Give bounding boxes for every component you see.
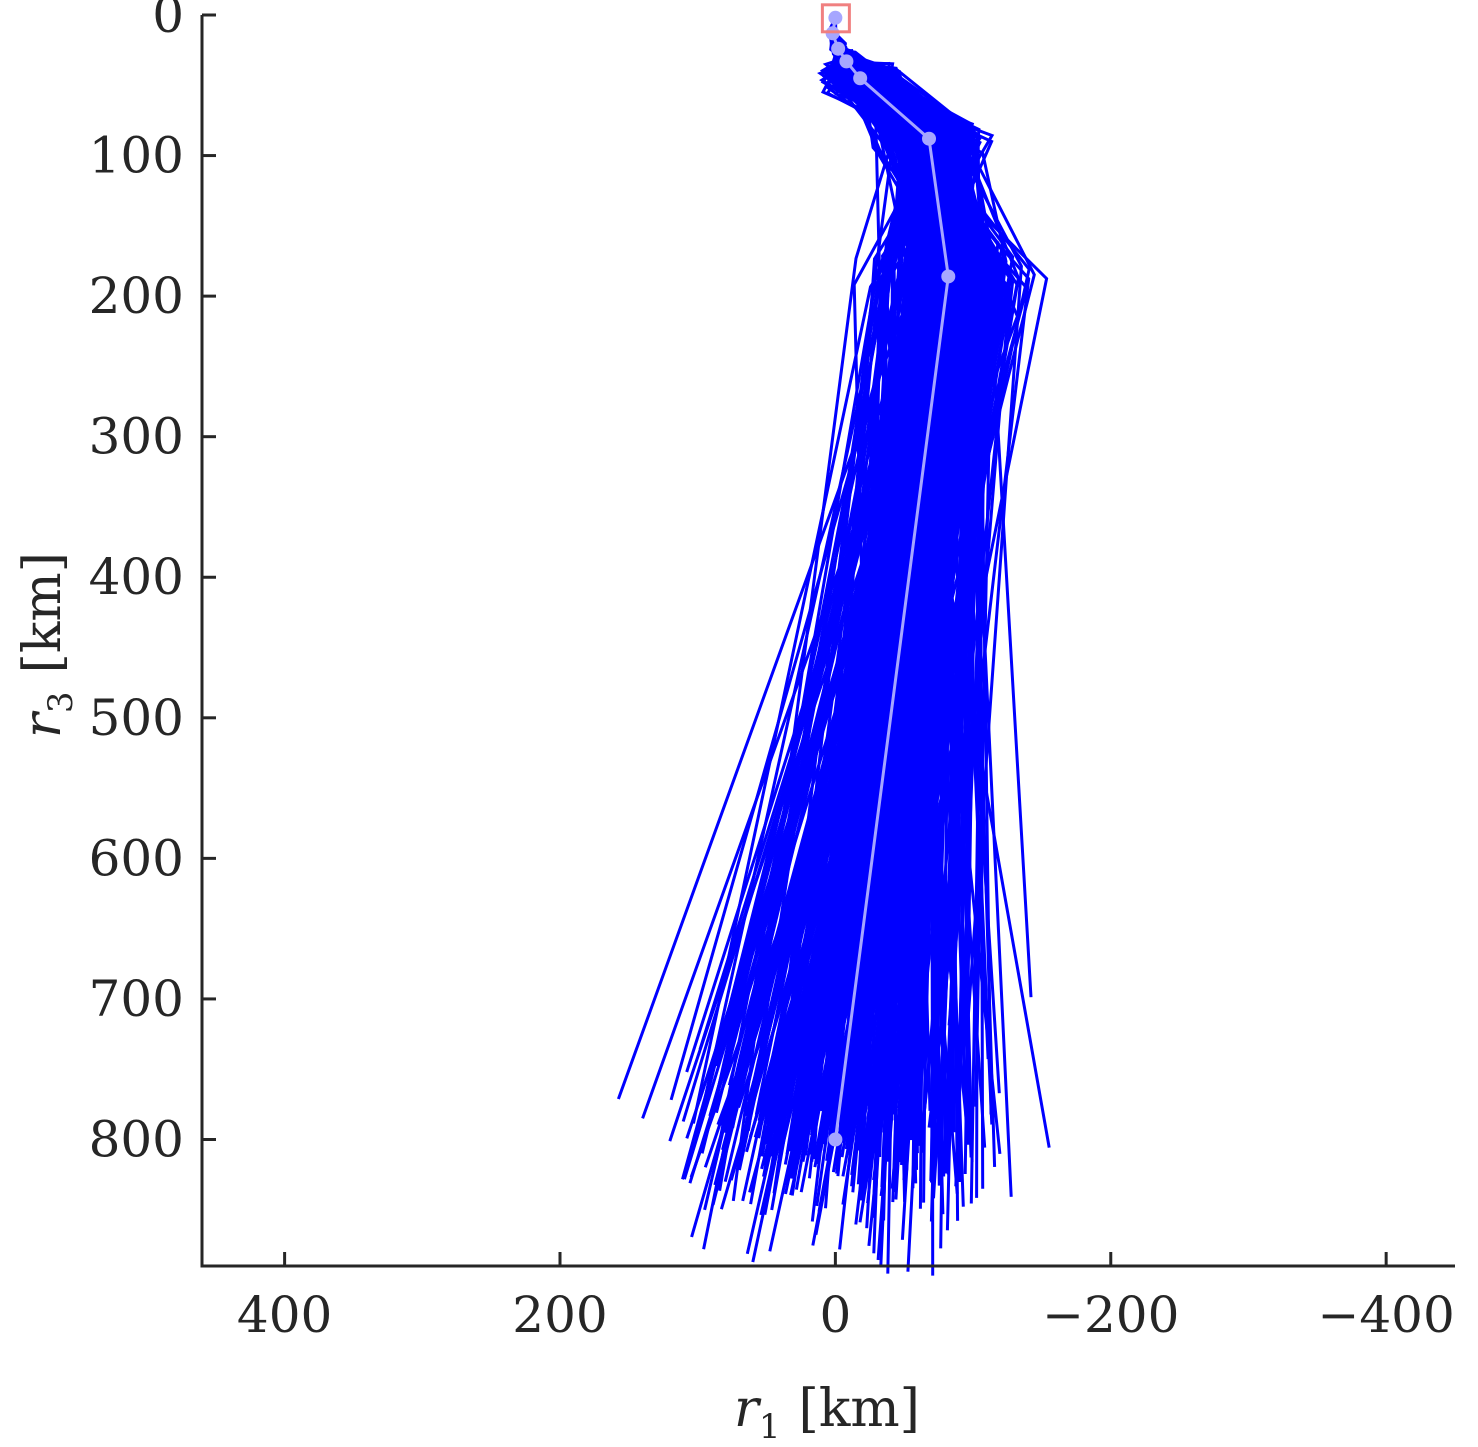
- x-tick-label: −200: [1042, 1286, 1179, 1344]
- y-tick-label: 100: [89, 127, 184, 185]
- mean-trajectory-point: [831, 41, 846, 56]
- y-tick-label: 600: [89, 829, 184, 887]
- y-axis-ticks: 0 100 200 300 400 500 600 700 800: [89, 0, 216, 1168]
- mean-trajectory-point: [941, 269, 956, 284]
- mean-trajectory-point: [828, 1132, 843, 1147]
- y-tick-label: 800: [89, 1110, 184, 1168]
- y-tick-label: 700: [89, 970, 184, 1028]
- start-marker: [820, 3, 851, 34]
- start-box: [820, 3, 851, 34]
- mean-trajectory-point: [828, 10, 843, 25]
- ensemble-trajectories: [616, 17, 1051, 1276]
- y-tick-label: 500: [89, 689, 184, 747]
- y-tick-label: 0: [152, 0, 184, 44]
- mean-trajectory-point: [922, 131, 937, 146]
- y-tick-label: 400: [89, 548, 184, 606]
- y-tick-label: 200: [89, 267, 184, 325]
- mean-trajectory-point: [853, 71, 868, 86]
- mean-trajectory: [825, 10, 956, 1147]
- x-tick-label: −400: [1317, 1286, 1454, 1344]
- mean-trajectory-point: [839, 54, 854, 69]
- x-tick-label: 0: [819, 1286, 851, 1344]
- axis-lines: [200, 15, 1455, 1268]
- x-tick-label: 200: [512, 1286, 607, 1344]
- x-axis-label: r1 [km]: [734, 1379, 920, 1447]
- y-axis-label: r3[km]: [13, 552, 81, 738]
- x-axis-ticks: 400 200 0 −200 −400: [237, 1252, 1455, 1344]
- axes: 400 200 0 −200 −400 0 100 200 300 400 500 600 700 80…: [89, 0, 1455, 1344]
- y-tick-label: 300: [89, 408, 184, 466]
- x-tick-label: 400: [237, 1286, 332, 1344]
